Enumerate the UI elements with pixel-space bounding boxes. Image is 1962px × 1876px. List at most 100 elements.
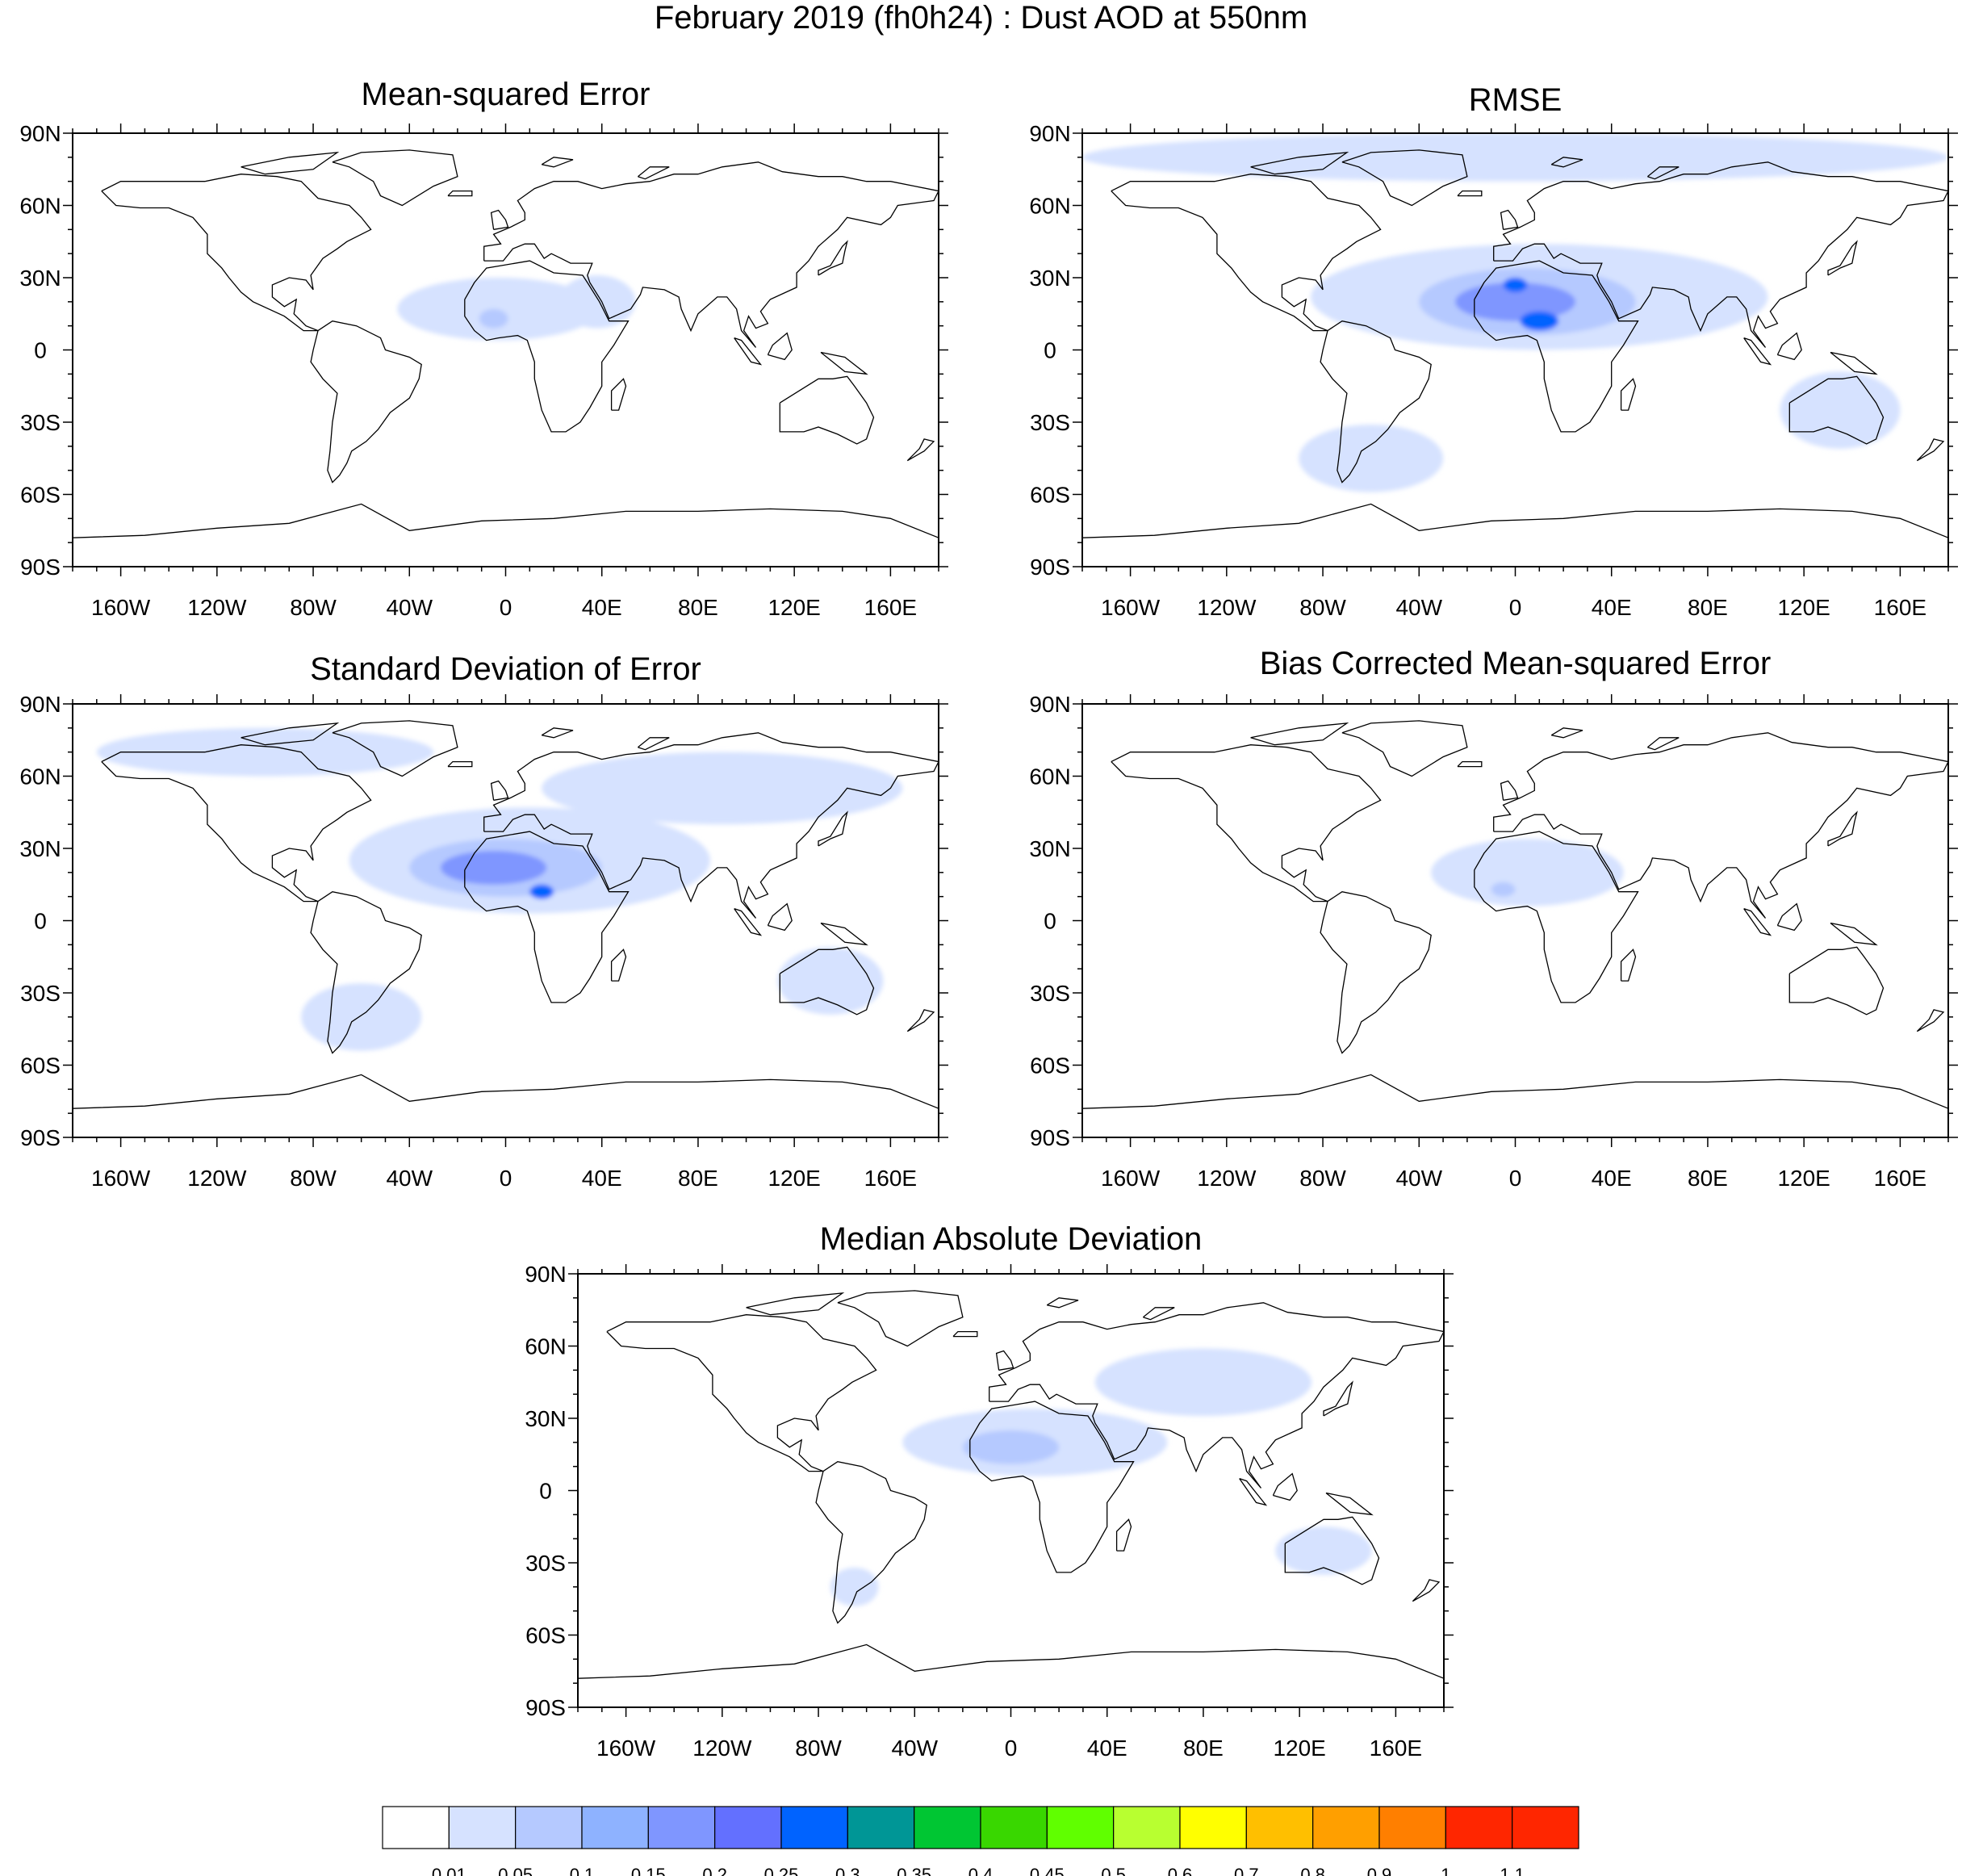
- coastline: [1250, 722, 1349, 746]
- coastline: [1646, 166, 1680, 180]
- coastline: [1046, 1297, 1079, 1309]
- lat-tick-label: 30N: [525, 1406, 566, 1431]
- coastline: [578, 1644, 1444, 1679]
- colorbar-bin: [647, 1806, 716, 1849]
- lat-tick-label: 30N: [19, 836, 61, 861]
- lat-tick-label: 30N: [19, 266, 61, 291]
- lat-tick-label: 90S: [525, 1695, 566, 1720]
- aod-contour: [777, 947, 884, 1015]
- lon-tick-label: 160E: [1370, 1736, 1422, 1761]
- coastline: [606, 1314, 877, 1472]
- lon-tick-label: 160W: [91, 1166, 151, 1191]
- coastline: [1323, 1380, 1353, 1417]
- lat-tick-label: 60N: [19, 764, 61, 789]
- lon-tick-label: 40E: [1592, 595, 1632, 620]
- aod-contour: [301, 983, 422, 1051]
- coastline: [734, 907, 763, 936]
- coastline: [1550, 727, 1583, 739]
- lon-tick-label: 160E: [864, 1166, 917, 1191]
- lat-tick-label: 0: [1044, 909, 1056, 934]
- map-panel-mse: Mean-squared Error 90N 60N 30N 0 30S 60S 90S 160…: [19, 77, 948, 620]
- coastline: [1550, 157, 1583, 168]
- lat-tick-label: 30S: [525, 1551, 566, 1576]
- panel-title: Standard Deviation of Error: [310, 651, 701, 687]
- coastline: [1646, 737, 1680, 751]
- lon-tick-label: 120W: [1197, 595, 1257, 620]
- coastlines: [1082, 149, 1948, 538]
- coastline: [779, 946, 875, 1015]
- coastline: [1239, 1477, 1268, 1506]
- figure-title: February 2019 (fh0h24) : Dust AOD at 550…: [654, 0, 1308, 36]
- lat-tick-label: 60N: [1029, 194, 1070, 219]
- coastline: [1788, 375, 1885, 445]
- lon-tick-label: 160W: [1101, 595, 1161, 620]
- colorbar-label: 0.1: [570, 1865, 595, 1876]
- coastline: [1620, 948, 1637, 982]
- colorbar-label: 0.5: [1101, 1865, 1126, 1876]
- colorbar-label: 0.35: [897, 1865, 931, 1876]
- aod-contour: [1431, 839, 1624, 907]
- coastline: [464, 831, 630, 1003]
- lon-tick-label: 80W: [1299, 595, 1346, 620]
- lon-tick-label: 80W: [290, 595, 337, 620]
- colorbar-bin: [448, 1806, 517, 1849]
- coastline: [610, 378, 627, 411]
- coastline: [1320, 320, 1432, 484]
- aod-contour: [397, 278, 600, 341]
- aod-contour: [1780, 371, 1901, 449]
- coastline: [1830, 922, 1878, 946]
- coastline: [989, 1302, 1444, 1489]
- coastlines: [73, 720, 939, 1109]
- coastline: [1082, 503, 1948, 538]
- coastline: [332, 720, 458, 777]
- coastline: [1272, 1472, 1298, 1501]
- lon-tick-label: 80E: [1183, 1736, 1224, 1761]
- coastline: [310, 891, 422, 1054]
- coastline: [1916, 1009, 1945, 1032]
- coastline: [464, 260, 630, 433]
- colorbar-label: 1: [1441, 1865, 1450, 1876]
- aod-contour: [1454, 282, 1576, 321]
- coastline: [483, 732, 939, 919]
- lon-tick-label: 80E: [678, 595, 718, 620]
- lon-tick-label: 120W: [187, 595, 247, 620]
- lon-tick-label: 40W: [386, 595, 433, 620]
- colorbar-label: 0.05: [498, 1865, 533, 1876]
- coastline: [490, 780, 509, 801]
- lat-tick-label: 30N: [1029, 836, 1070, 861]
- colorbar-bin: [1179, 1806, 1247, 1849]
- lon-tick-label: 120E: [1777, 595, 1830, 620]
- lon-tick-label: 160W: [91, 595, 151, 620]
- lon-tick-label: 0: [1509, 595, 1522, 620]
- colorbar-label: 0.9: [1367, 1865, 1392, 1876]
- coastlines: [578, 1290, 1444, 1679]
- lon-tick-label: 40W: [1395, 595, 1442, 620]
- aod-contour: [1082, 133, 1948, 182]
- coastline: [815, 1461, 927, 1624]
- coastline: [1474, 260, 1639, 433]
- lat-tick-label: 90S: [1030, 1125, 1070, 1150]
- coastline: [767, 902, 793, 932]
- lon-tick-label: 40E: [582, 595, 622, 620]
- lat-tick-label: 60N: [19, 194, 61, 219]
- colorbar-bin: [714, 1806, 782, 1849]
- coastline: [1743, 337, 1772, 366]
- aod-contour: [1299, 424, 1444, 492]
- colorbar-label: 0.2: [702, 1865, 727, 1876]
- coastline: [952, 1330, 978, 1338]
- coastlines: [1082, 720, 1948, 1109]
- coastline: [1500, 780, 1519, 801]
- lat-tick-label: 30S: [1030, 410, 1070, 435]
- panel-title: RMSE: [1469, 82, 1562, 118]
- coastline: [1082, 1074, 1948, 1109]
- lon-tick-label: 0: [1005, 1736, 1018, 1761]
- lon-tick-label: 80E: [1688, 595, 1728, 620]
- coastline: [610, 948, 627, 982]
- lon-tick-label: 0: [500, 595, 512, 620]
- colorbar-bin: [847, 1806, 915, 1849]
- aod-contour: [479, 308, 508, 329]
- coastline: [637, 737, 670, 751]
- lat-tick-label: 60S: [525, 1623, 566, 1648]
- lon-tick-label: 80W: [290, 1166, 337, 1191]
